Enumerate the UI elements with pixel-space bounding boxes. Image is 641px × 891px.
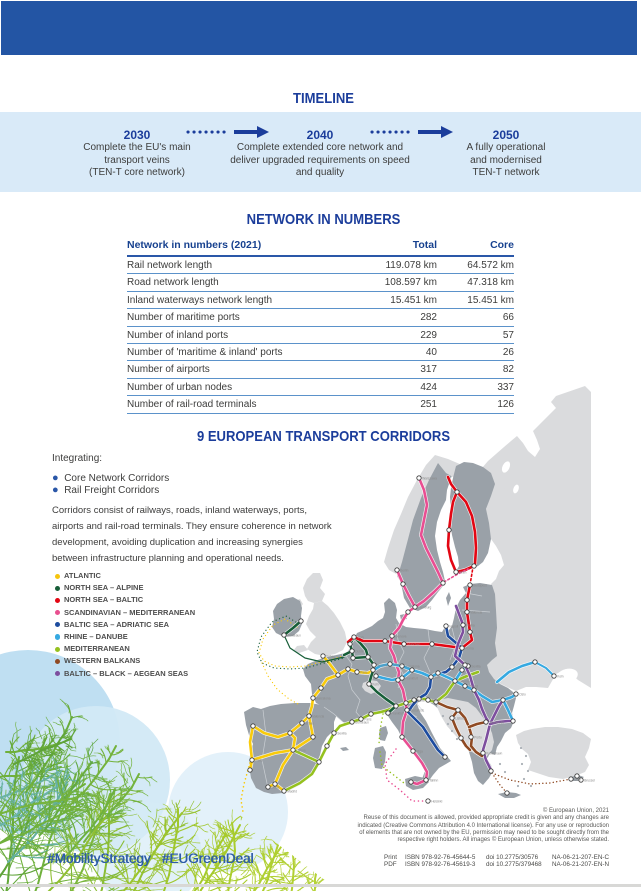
svg-text:Milano: Milano xyxy=(393,663,403,667)
svg-text:Valencia: Valencia xyxy=(312,715,324,719)
svg-text:Barcelona: Barcelona xyxy=(316,697,331,701)
svg-text:Brussel: Brussel xyxy=(584,779,595,783)
svg-text:Dublin: Dublin xyxy=(271,786,280,790)
svg-text:Hamburg: Hamburg xyxy=(418,606,431,610)
svg-text:Genova: Genova xyxy=(395,635,406,639)
svg-text:Oslo: Oslo xyxy=(519,693,526,697)
svg-text:Madrid: Madrid xyxy=(287,790,297,794)
svg-text:Porto: Porto xyxy=(474,736,482,740)
svg-text:Bucuresti: Bucuresti xyxy=(410,709,424,713)
svg-text:Stockholm: Stockholm xyxy=(489,721,504,725)
svg-text:Lisboa: Lisboa xyxy=(455,717,465,721)
svg-text:Sevilla: Sevilla xyxy=(337,732,347,736)
svg-text:Wien: Wien xyxy=(459,571,466,575)
svg-text:Madrid: Madrid xyxy=(468,685,478,689)
svg-text:Tallinn: Tallinn xyxy=(429,779,438,783)
svg-text:Budapest: Budapest xyxy=(473,584,487,588)
svg-text:Helsinki: Helsinki xyxy=(431,800,442,804)
svg-text:Sofia: Sofia xyxy=(417,699,424,703)
svg-text:Paris: Paris xyxy=(364,718,372,722)
svg-text:Napoli: Napoli xyxy=(449,625,458,629)
svg-text:Bordeaux: Bordeaux xyxy=(355,721,369,725)
svg-text:Athina: Athina xyxy=(431,699,440,703)
svg-text:Bordeaux: Bordeaux xyxy=(287,634,301,638)
svg-text:Praha: Praha xyxy=(466,624,475,628)
svg-text:Frankfurt: Frankfurt xyxy=(391,712,404,716)
svg-text:Dublin: Dublin xyxy=(355,650,364,654)
svg-text:Porto: Porto xyxy=(255,759,263,763)
svg-text:Valencia: Valencia xyxy=(470,611,482,615)
svg-text:Paris: Paris xyxy=(360,671,368,675)
svg-text:Riga: Riga xyxy=(416,750,423,754)
svg-text:Berlin: Berlin xyxy=(400,569,408,573)
svg-text:Warszawa: Warszawa xyxy=(422,477,437,481)
svg-text:Lisboa: Lisboa xyxy=(296,749,306,753)
svg-text:Palermo: Palermo xyxy=(458,680,470,684)
svg-text:Sevilla: Sevilla xyxy=(471,665,481,669)
svg-text:Kobenhavn: Kobenhavn xyxy=(486,752,502,756)
svg-text:Bari: Bari xyxy=(434,676,440,680)
svg-text:Roma: Roma xyxy=(465,647,474,651)
svg-text:Bilbao: Bilbao xyxy=(305,722,314,726)
svg-text:Barcelona: Barcelona xyxy=(405,665,420,669)
svg-text:Koln: Koln xyxy=(557,675,564,679)
svg-text:Munchen: Munchen xyxy=(407,643,420,647)
svg-text:Brussel: Brussel xyxy=(377,664,388,668)
svg-text:Cork: Cork xyxy=(574,778,581,782)
svg-text:Cork: Cork xyxy=(357,636,364,640)
svg-text:Koln: Koln xyxy=(372,683,379,687)
svg-text:Frankfurt: Frankfurt xyxy=(405,677,418,681)
svg-text:Bilbao: Bilbao xyxy=(326,655,335,659)
